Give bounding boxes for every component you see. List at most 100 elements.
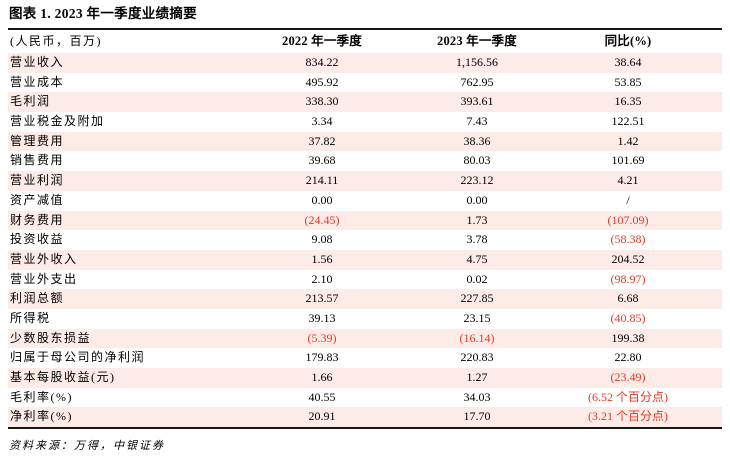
value-2022q1: 213.57 xyxy=(305,291,339,306)
source-note: 资料来源：万得，中银证券 xyxy=(9,440,165,453)
value-yoy: 22.80 xyxy=(614,350,642,365)
row-label: 营业成本 xyxy=(10,74,65,89)
value-2023q1: 38.36 xyxy=(463,133,491,148)
table-row: 营业税金及附加 3.34 7.43 122.51 xyxy=(8,112,722,132)
value-2022q1: 834.22 xyxy=(305,55,339,69)
table-row: 净利率(%) 20.91 17.70 (3.21 个百分点) xyxy=(8,407,722,428)
value-yoy: (3.21 个百分点) xyxy=(588,409,668,424)
row-label: 少数股东损益 xyxy=(10,330,92,345)
value-2023q1: 1.73 xyxy=(466,212,488,227)
table-body: 营业收入 834.22 1,156.56 38.64 营业成本 495.92 7… xyxy=(8,53,722,428)
table-row: 利润总额 213.57 227.85 6.68 xyxy=(8,289,722,309)
value-yoy: 38.64 xyxy=(614,55,642,69)
value-2023q1: 393.61 xyxy=(460,94,494,109)
value-yoy: 16.35 xyxy=(614,94,642,109)
row-label: 营业收入 xyxy=(10,55,65,69)
row-label: 归属于母公司的净利润 xyxy=(10,350,146,365)
row-label: 投资收益 xyxy=(10,232,65,247)
table-row: 管理费用 37.82 38.36 1.42 xyxy=(8,131,722,152)
value-yoy: (98.97) xyxy=(610,271,646,286)
page-title: 图表 1. 2023 年一季度业绩摘要 xyxy=(9,6,197,21)
row-label: 销售费用 xyxy=(10,153,65,168)
value-2023q1: 762.95 xyxy=(460,74,494,89)
table-row: 毛利率(%) 40.55 34.03 (6.52 个百分点) xyxy=(8,388,722,408)
value-2022q1: 0.00 xyxy=(311,192,333,207)
row-label: 毛利率(%) xyxy=(10,389,73,404)
value-2022q1: 37.82 xyxy=(308,133,336,148)
row-label: 营业利润 xyxy=(10,173,65,188)
value-2022q1: 179.83 xyxy=(305,350,339,365)
row-label: 财务费用 xyxy=(10,212,65,227)
value-yoy: (107.09) xyxy=(607,212,649,227)
value-2022q1: 1.66 xyxy=(311,370,333,384)
financial-table: (人民币，百万) 2022 年一季度 2023 年一季度 同比(%) 营业收入 … xyxy=(8,28,722,430)
value-2023q1: 17.70 xyxy=(463,409,491,424)
table-row: 少数股东损益 (5.39) (16.14) 199.38 xyxy=(8,328,722,349)
table-row: 销售费用 39.68 80.03 101.69 xyxy=(8,151,722,171)
value-2022q1: 214.11 xyxy=(305,173,339,188)
value-2023q1: 220.83 xyxy=(460,350,494,365)
value-yoy: 122.51 xyxy=(611,114,645,129)
row-label: 净利率(%) xyxy=(10,409,73,424)
value-2023q1: 34.03 xyxy=(463,389,491,404)
row-label: 利润总额 xyxy=(10,291,65,306)
value-2023q1: 1,156.56 xyxy=(456,55,498,69)
value-2022q1: 9.08 xyxy=(311,232,333,247)
value-2023q1: 3.78 xyxy=(466,232,488,247)
table-row: 营业外支出 2.10 0.02 (98.97) xyxy=(8,270,722,290)
value-2022q1: 338.30 xyxy=(305,94,339,109)
table-row: 营业外收入 1.56 4.75 204.52 xyxy=(8,249,722,270)
table-row: 所得税 39.13 23.15 (40.85) xyxy=(8,309,722,329)
table-row: 营业利润 214.11 223.12 4.21 xyxy=(8,171,722,191)
row-label: 营业税金及附加 xyxy=(10,114,105,129)
row-label: 营业外收入 xyxy=(10,251,78,266)
value-2022q1: 1.56 xyxy=(311,251,333,266)
value-2023q1: 80.03 xyxy=(463,153,491,168)
value-2022q1: (5.39) xyxy=(307,330,337,345)
row-label: 营业外支出 xyxy=(10,271,78,286)
value-2022q1: 20.91 xyxy=(308,409,336,424)
value-2022q1: 39.68 xyxy=(308,153,336,168)
column-header-2022q1: 2022 年一季度 xyxy=(282,34,362,48)
value-2023q1: (16.14) xyxy=(459,330,495,345)
table-header-row: (人民币，百万) 2022 年一季度 2023 年一季度 同比(%) xyxy=(8,30,722,53)
value-yoy: 4.21 xyxy=(617,173,639,188)
table-row: 营业收入 834.22 1,156.56 38.64 xyxy=(8,53,722,73)
value-2023q1: 7.43 xyxy=(466,114,488,129)
row-label: 毛利润 xyxy=(10,94,51,109)
value-2023q1: 4.75 xyxy=(466,251,488,266)
value-2023q1: 23.15 xyxy=(463,310,491,325)
value-yoy: (23.49) xyxy=(610,370,646,384)
value-2022q1: 3.34 xyxy=(311,114,333,129)
table-row: 投资收益 9.08 3.78 (58.38) xyxy=(8,230,722,250)
value-2022q1: 39.13 xyxy=(308,310,336,325)
value-yoy: (58.38) xyxy=(610,232,646,247)
value-2022q1: (24.45) xyxy=(304,212,340,227)
row-label: 管理费用 xyxy=(10,133,65,148)
table-row: 营业成本 495.92 762.95 53.85 xyxy=(8,73,722,93)
column-header-yoy: 同比(%) xyxy=(604,34,652,48)
column-header-2023q1: 2023 年一季度 xyxy=(437,34,517,48)
value-2022q1: 40.55 xyxy=(308,389,336,404)
value-yoy: 199.38 xyxy=(611,330,645,345)
value-yoy: 1.42 xyxy=(617,133,639,148)
value-yoy: (6.52 个百分点) xyxy=(588,389,668,404)
table-row: 资产减值 0.00 0.00 / xyxy=(8,191,722,211)
value-2022q1: 495.92 xyxy=(305,74,339,89)
table-row: 归属于母公司的净利润 179.83 220.83 22.80 xyxy=(8,348,722,368)
table-row: 毛利润 338.30 393.61 16.35 xyxy=(8,92,722,113)
value-2023q1: 227.85 xyxy=(460,291,494,306)
value-2022q1: 2.10 xyxy=(311,271,333,286)
value-yoy: (40.85) xyxy=(610,310,646,325)
value-yoy: 101.69 xyxy=(611,153,645,168)
table-row: 财务费用 (24.45) 1.73 (107.09) xyxy=(8,210,722,231)
value-yoy: 53.85 xyxy=(614,74,642,89)
row-label: 基本每股收益(元) xyxy=(10,370,116,384)
value-yoy: / xyxy=(626,192,630,207)
row-label: 所得税 xyxy=(10,310,51,325)
value-yoy: 6.68 xyxy=(617,291,639,306)
column-header-unit: (人民币，百万) xyxy=(10,34,102,48)
value-2023q1: 1.27 xyxy=(466,370,488,384)
value-yoy: 204.52 xyxy=(611,251,645,266)
